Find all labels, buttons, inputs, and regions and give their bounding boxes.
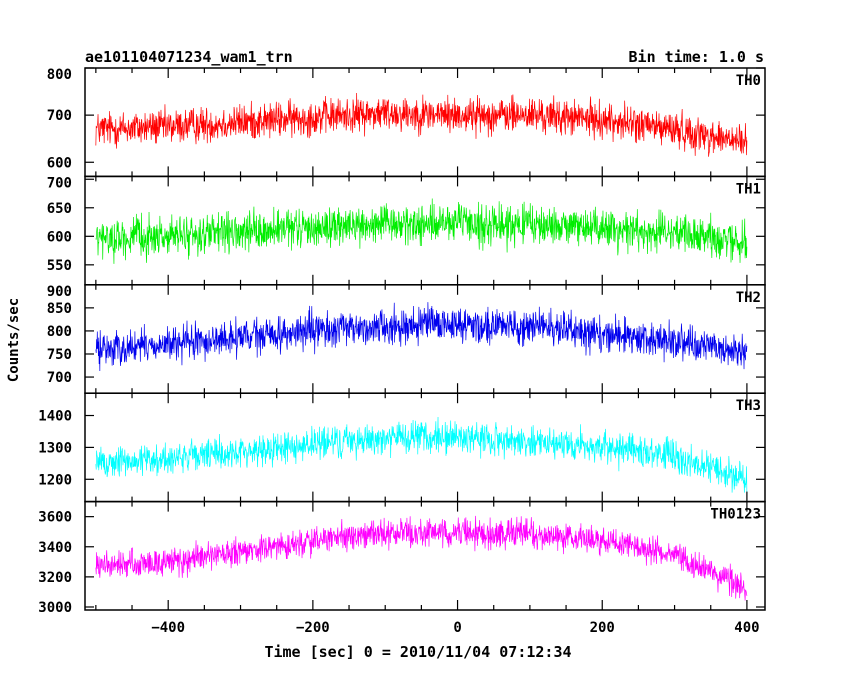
x-tick-label: 400 — [734, 620, 759, 636]
series-line-th0123 — [95, 515, 748, 601]
y-tick-label: 3400 — [38, 540, 72, 556]
chart-title: ae101104071234_wam1_trn — [85, 48, 293, 66]
panel-th3: TH3 1200 1300 1400 — [38, 392, 766, 503]
y-tick-label: 3600 — [38, 510, 72, 526]
x-tick-label: 0 — [453, 620, 461, 636]
y-tick-label: 1300 — [38, 440, 72, 456]
y-tick-label: 700 — [47, 108, 72, 124]
series-line-th1 — [95, 198, 748, 264]
y-tick-label: 600 — [47, 229, 72, 245]
y-tick-label: 3200 — [38, 570, 72, 586]
y-tick-label: 700 — [47, 370, 72, 386]
panel-label: TH0 — [736, 73, 761, 89]
y-tick-label: 550 — [47, 258, 72, 274]
y-tick-label: 800 — [47, 67, 72, 83]
y-tick-label: 750 — [47, 347, 72, 363]
y-tick-label: 850 — [47, 301, 72, 317]
panel-frame — [84, 500, 766, 611]
panel-label: TH3 — [736, 398, 761, 414]
panel-frame — [84, 392, 766, 503]
y-tick-label: 900 — [47, 284, 72, 300]
series-line-th0 — [95, 92, 748, 157]
panel-label: TH1 — [736, 181, 761, 197]
series-line-th2 — [95, 302, 748, 371]
y-tick-label: 650 — [47, 201, 72, 217]
panel-label: TH0123 — [710, 507, 761, 523]
x-tick-label: −200 — [296, 620, 330, 636]
panel-th1: TH1 550 600 650 700 — [47, 175, 766, 286]
series-line-th3 — [95, 417, 748, 497]
y-tick-label: 1200 — [38, 472, 72, 488]
y-axis-label: Counts/sec — [6, 298, 22, 382]
y-tick-label: 3000 — [38, 600, 72, 616]
x-tick-label: −400 — [151, 620, 185, 636]
panels-group: TH0 600 700 800 TH1 550 600 650 700 TH2 700 750 800 8… — [38, 67, 766, 636]
x-axis-label: Time [sec] 0 = 2010/11/04 07:12:34 — [264, 643, 571, 661]
panel-label: TH2 — [736, 290, 761, 306]
panel-th0: TH0 600 700 800 — [47, 67, 766, 178]
y-tick-label: 700 — [47, 175, 72, 191]
panel-th0123: TH0123 3000 3200 3400 3600 — [38, 500, 766, 616]
y-tick-label: 800 — [47, 324, 72, 340]
bin-time-label: Bin time: 1.0 s — [629, 48, 764, 66]
x-tick-label: 200 — [590, 620, 615, 636]
y-tick-label: 600 — [47, 155, 72, 171]
y-tick-label: 1400 — [38, 409, 72, 425]
